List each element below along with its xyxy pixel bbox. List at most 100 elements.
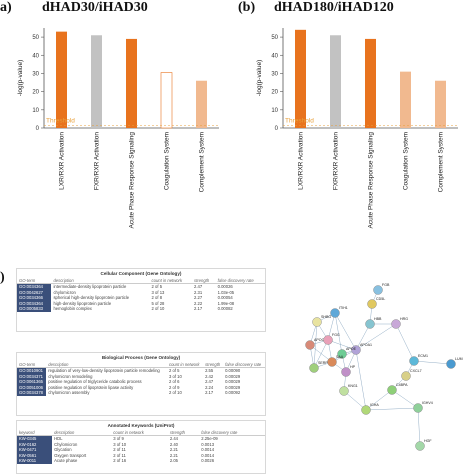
network-node-label: APOA1 xyxy=(360,343,372,347)
table-row: GO:0051006 positive regulation of lipopro… xyxy=(17,384,265,391)
network-node-label: CXCL7 xyxy=(410,369,422,373)
network-node-label: SHBG xyxy=(321,315,331,319)
network-node xyxy=(327,357,337,367)
cell: chylomicron xyxy=(53,289,76,295)
cell: 2 of 10 xyxy=(151,306,165,312)
x-tick-label: Complement System xyxy=(199,132,206,192)
col-header: GO-term xyxy=(17,278,52,284)
x-tick-label: Complement System xyxy=(438,132,445,192)
network-edge xyxy=(313,321,318,369)
table-title: Annotated Keywords (UniProt) xyxy=(107,423,175,428)
cell: 2.24 xyxy=(205,384,214,390)
cell: 2.40 xyxy=(169,441,179,447)
cell: 0.00029 xyxy=(225,384,241,390)
cell[interactable]: GO:0034364 xyxy=(17,283,52,290)
table-annotated-keywords: Annotated Keywords (UniProt) keyword desc… xyxy=(16,420,266,474)
network-node xyxy=(330,308,340,318)
cell: hemoglobin complex xyxy=(53,306,92,312)
cell: 2.22 xyxy=(194,300,203,306)
cell[interactable]: KW-0345 xyxy=(17,435,53,442)
cell: 0.00082 xyxy=(217,306,233,312)
cell: 0.0014 xyxy=(201,447,215,453)
cell[interactable]: GO:0005833 xyxy=(17,306,52,312)
x-tick-label: Coagulation System xyxy=(403,132,410,190)
cell[interactable]: GO:0051006 xyxy=(17,384,47,391)
panel-a-label: a) xyxy=(0,0,12,15)
bar xyxy=(91,35,102,128)
y-tick-label: 10 xyxy=(271,108,278,114)
cell[interactable]: GO:0034371 xyxy=(17,373,47,380)
cell[interactable]: KW-0471 xyxy=(17,447,53,453)
cell: 2 of 6 xyxy=(169,379,180,385)
network-node-label: SERPINA xyxy=(318,361,334,365)
bar xyxy=(435,80,446,128)
cell: 2 of 11 xyxy=(113,452,126,458)
network-edge xyxy=(355,323,371,351)
y-tick-label: 50 xyxy=(32,35,39,41)
panel-b-label: (b) xyxy=(238,0,256,15)
cell[interactable]: GO:0010901 xyxy=(17,367,47,374)
y-tick-label: 0 xyxy=(275,126,279,132)
network-node xyxy=(401,371,411,381)
cell[interactable]: GO:0034378 xyxy=(17,390,47,396)
cell[interactable]: GO:0034364 xyxy=(17,300,52,307)
network-node-label: HRG xyxy=(400,317,408,321)
table-body: GO-term description count in network streng… xyxy=(17,362,265,396)
network-edge xyxy=(365,389,393,411)
y-axis-label: -log(p-value) xyxy=(17,60,24,97)
cell: 2.05 xyxy=(169,458,179,464)
cell: 0.00054 xyxy=(217,295,233,301)
bar xyxy=(160,72,173,129)
cell: 1.03e-05 xyxy=(217,289,235,295)
network-node-label: FGB xyxy=(382,283,390,287)
col-header: description xyxy=(52,430,112,436)
cell: 0.00092 xyxy=(225,390,241,396)
x-tick-label: Acute Phase Response Signaling xyxy=(368,132,375,229)
panel-a-title: dHAD30/iHAD30 xyxy=(42,0,148,15)
cell[interactable]: KW-0162 xyxy=(17,441,53,448)
cell: positive regulation of triglyceride cata… xyxy=(48,379,142,385)
table-row: KW-0162 Chylomicron 3 of 10 2.40 0.0013 xyxy=(17,441,265,448)
cell: 3 of 9 xyxy=(113,436,124,441)
cell[interactable]: GO:0042627 xyxy=(17,289,52,296)
cell: Oxygen transport xyxy=(54,452,87,458)
table-row: KW-0011 Acute phase 2 of 16 2.05 0.0026 xyxy=(17,458,265,464)
col-header: keyword xyxy=(17,430,53,436)
cell: 1.99e-08 xyxy=(217,300,235,306)
col-header: description xyxy=(51,278,150,284)
table-row: GO:0005833 hemoglobin complex 2 of 10 2.17 0… xyxy=(17,306,265,312)
bar xyxy=(400,71,411,128)
col-header: false discovery rate xyxy=(215,278,265,284)
network-edge xyxy=(334,312,357,351)
network-node-label: FGG xyxy=(332,333,340,337)
cell[interactable]: GO:0061365 xyxy=(17,379,47,385)
network-node xyxy=(312,317,322,327)
table-row: KW-0345 HDL 3 of 9 2.44 2.25e-09 xyxy=(17,435,265,442)
cell[interactable]: GO:0034366 xyxy=(17,295,52,301)
cell: 2.21 xyxy=(169,452,179,458)
network-edge xyxy=(327,339,357,351)
cell: 2 of 5 xyxy=(169,368,180,373)
cell: 2.17 xyxy=(194,306,203,312)
cell[interactable]: KW-0561 xyxy=(17,452,53,459)
network-node-label: ECM1 xyxy=(418,354,428,358)
cell: 2 of 8 xyxy=(151,295,163,301)
cell: 2 of 9 xyxy=(169,384,180,390)
cell: 2.21 xyxy=(169,447,179,453)
network-node xyxy=(351,345,361,355)
bar xyxy=(295,29,306,128)
bar xyxy=(196,80,207,128)
cell: 3 of 13 xyxy=(151,289,165,295)
cell[interactable]: KW-0011 xyxy=(17,458,53,464)
network-node-label: KNG1 xyxy=(348,384,358,388)
x-tick-label: Coagulation System xyxy=(164,132,171,190)
network-edge xyxy=(355,323,397,351)
cell: 2.31 xyxy=(194,289,203,295)
cell: regulation of very-low-density lipoprote… xyxy=(48,368,160,373)
table-biological-process: Biological Process (Gene Ontology) GO-te… xyxy=(16,352,266,416)
cell: 2 of 5 xyxy=(151,284,163,289)
network-node xyxy=(387,385,397,395)
x-tick-label: LXR/RXR Activation xyxy=(298,132,305,190)
cell: 5 of 28 xyxy=(151,300,165,306)
network-edge xyxy=(417,407,421,447)
